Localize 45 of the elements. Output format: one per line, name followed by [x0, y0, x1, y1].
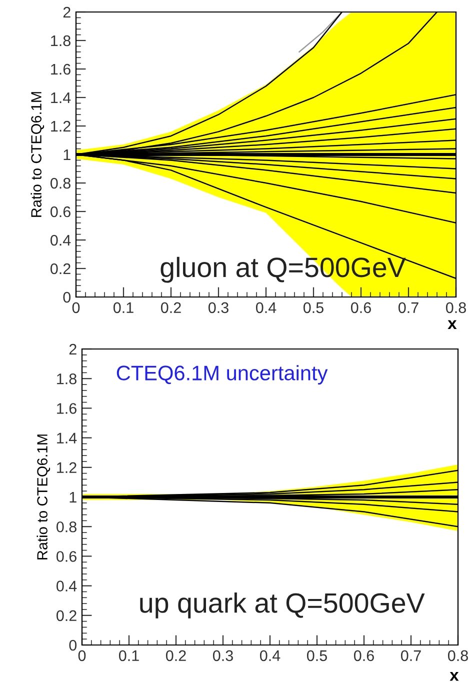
- y-tick-label: 1.2: [51, 120, 70, 132]
- x-tick-label: 0.8: [446, 302, 466, 314]
- x-tick-label: 0.6: [350, 302, 371, 314]
- y-tick-label: 0.6: [50, 206, 70, 218]
- y-tick-label: 0.4: [56, 580, 77, 592]
- y-tick-label: 0.6: [56, 551, 76, 562]
- y-tick-label: 0: [63, 292, 71, 303]
- y-tick-label: 0: [69, 640, 77, 651]
- y-tick-label: 1.6: [57, 403, 76, 414]
- y-axis-title: Ratio to CTEQ6.1M: [30, 92, 44, 217]
- x-tick-label: 0.5: [306, 650, 327, 662]
- x-tick-label: 0.5: [303, 302, 324, 314]
- x-tick-label: 0.4: [256, 302, 276, 314]
- x-axis-title: x: [448, 320, 457, 330]
- annotation: CTEQ6.1M uncertainty: [116, 365, 328, 385]
- y-tick-label: 1.8: [57, 373, 76, 384]
- x-tick-label: 0.1: [113, 302, 134, 314]
- x-tick-label: 0.2: [166, 650, 186, 662]
- x-tick-label: 0.1: [118, 650, 139, 662]
- y-tick-label: 1.6: [51, 64, 70, 75]
- y-tick-label: 0.4: [50, 234, 71, 246]
- x-axis-title: x: [450, 672, 459, 681]
- x-tick-label: 0.7: [398, 302, 418, 314]
- y-tick-label: 1: [70, 492, 76, 503]
- y-tick-label: 1.8: [51, 35, 70, 46]
- x-tick-label: 0.4: [260, 650, 280, 662]
- y-tick-label: 0.8: [56, 521, 76, 532]
- y-tick-label: 2: [63, 6, 70, 18]
- y-tick-label: 1: [64, 150, 70, 160]
- y-tick-label: 1.4: [57, 432, 77, 444]
- x-tick-label: 0.6: [354, 650, 374, 662]
- x-tick-label: 0.8: [448, 650, 468, 662]
- x-tick-label: 0.3: [212, 650, 233, 662]
- y-tick-label: 1.4: [51, 92, 71, 104]
- y-tick-label: 1.2: [57, 462, 76, 473]
- y-tick-label: 0.2: [50, 263, 70, 274]
- y-axis-title: Ratio to CTEQ6.1M: [36, 434, 50, 560]
- x-tick-label: 0.2: [160, 302, 181, 314]
- x-tick-label: 0: [78, 650, 86, 662]
- x-tick-label: 0.3: [208, 302, 228, 314]
- x-tick-label: 0.7: [400, 650, 421, 662]
- annotation: up quark at Q=500GeV: [140, 592, 425, 618]
- y-tick-label: 0.2: [56, 610, 76, 622]
- y-tick-label: 2: [69, 344, 76, 355]
- y-tick-label: 0.8: [50, 178, 70, 189]
